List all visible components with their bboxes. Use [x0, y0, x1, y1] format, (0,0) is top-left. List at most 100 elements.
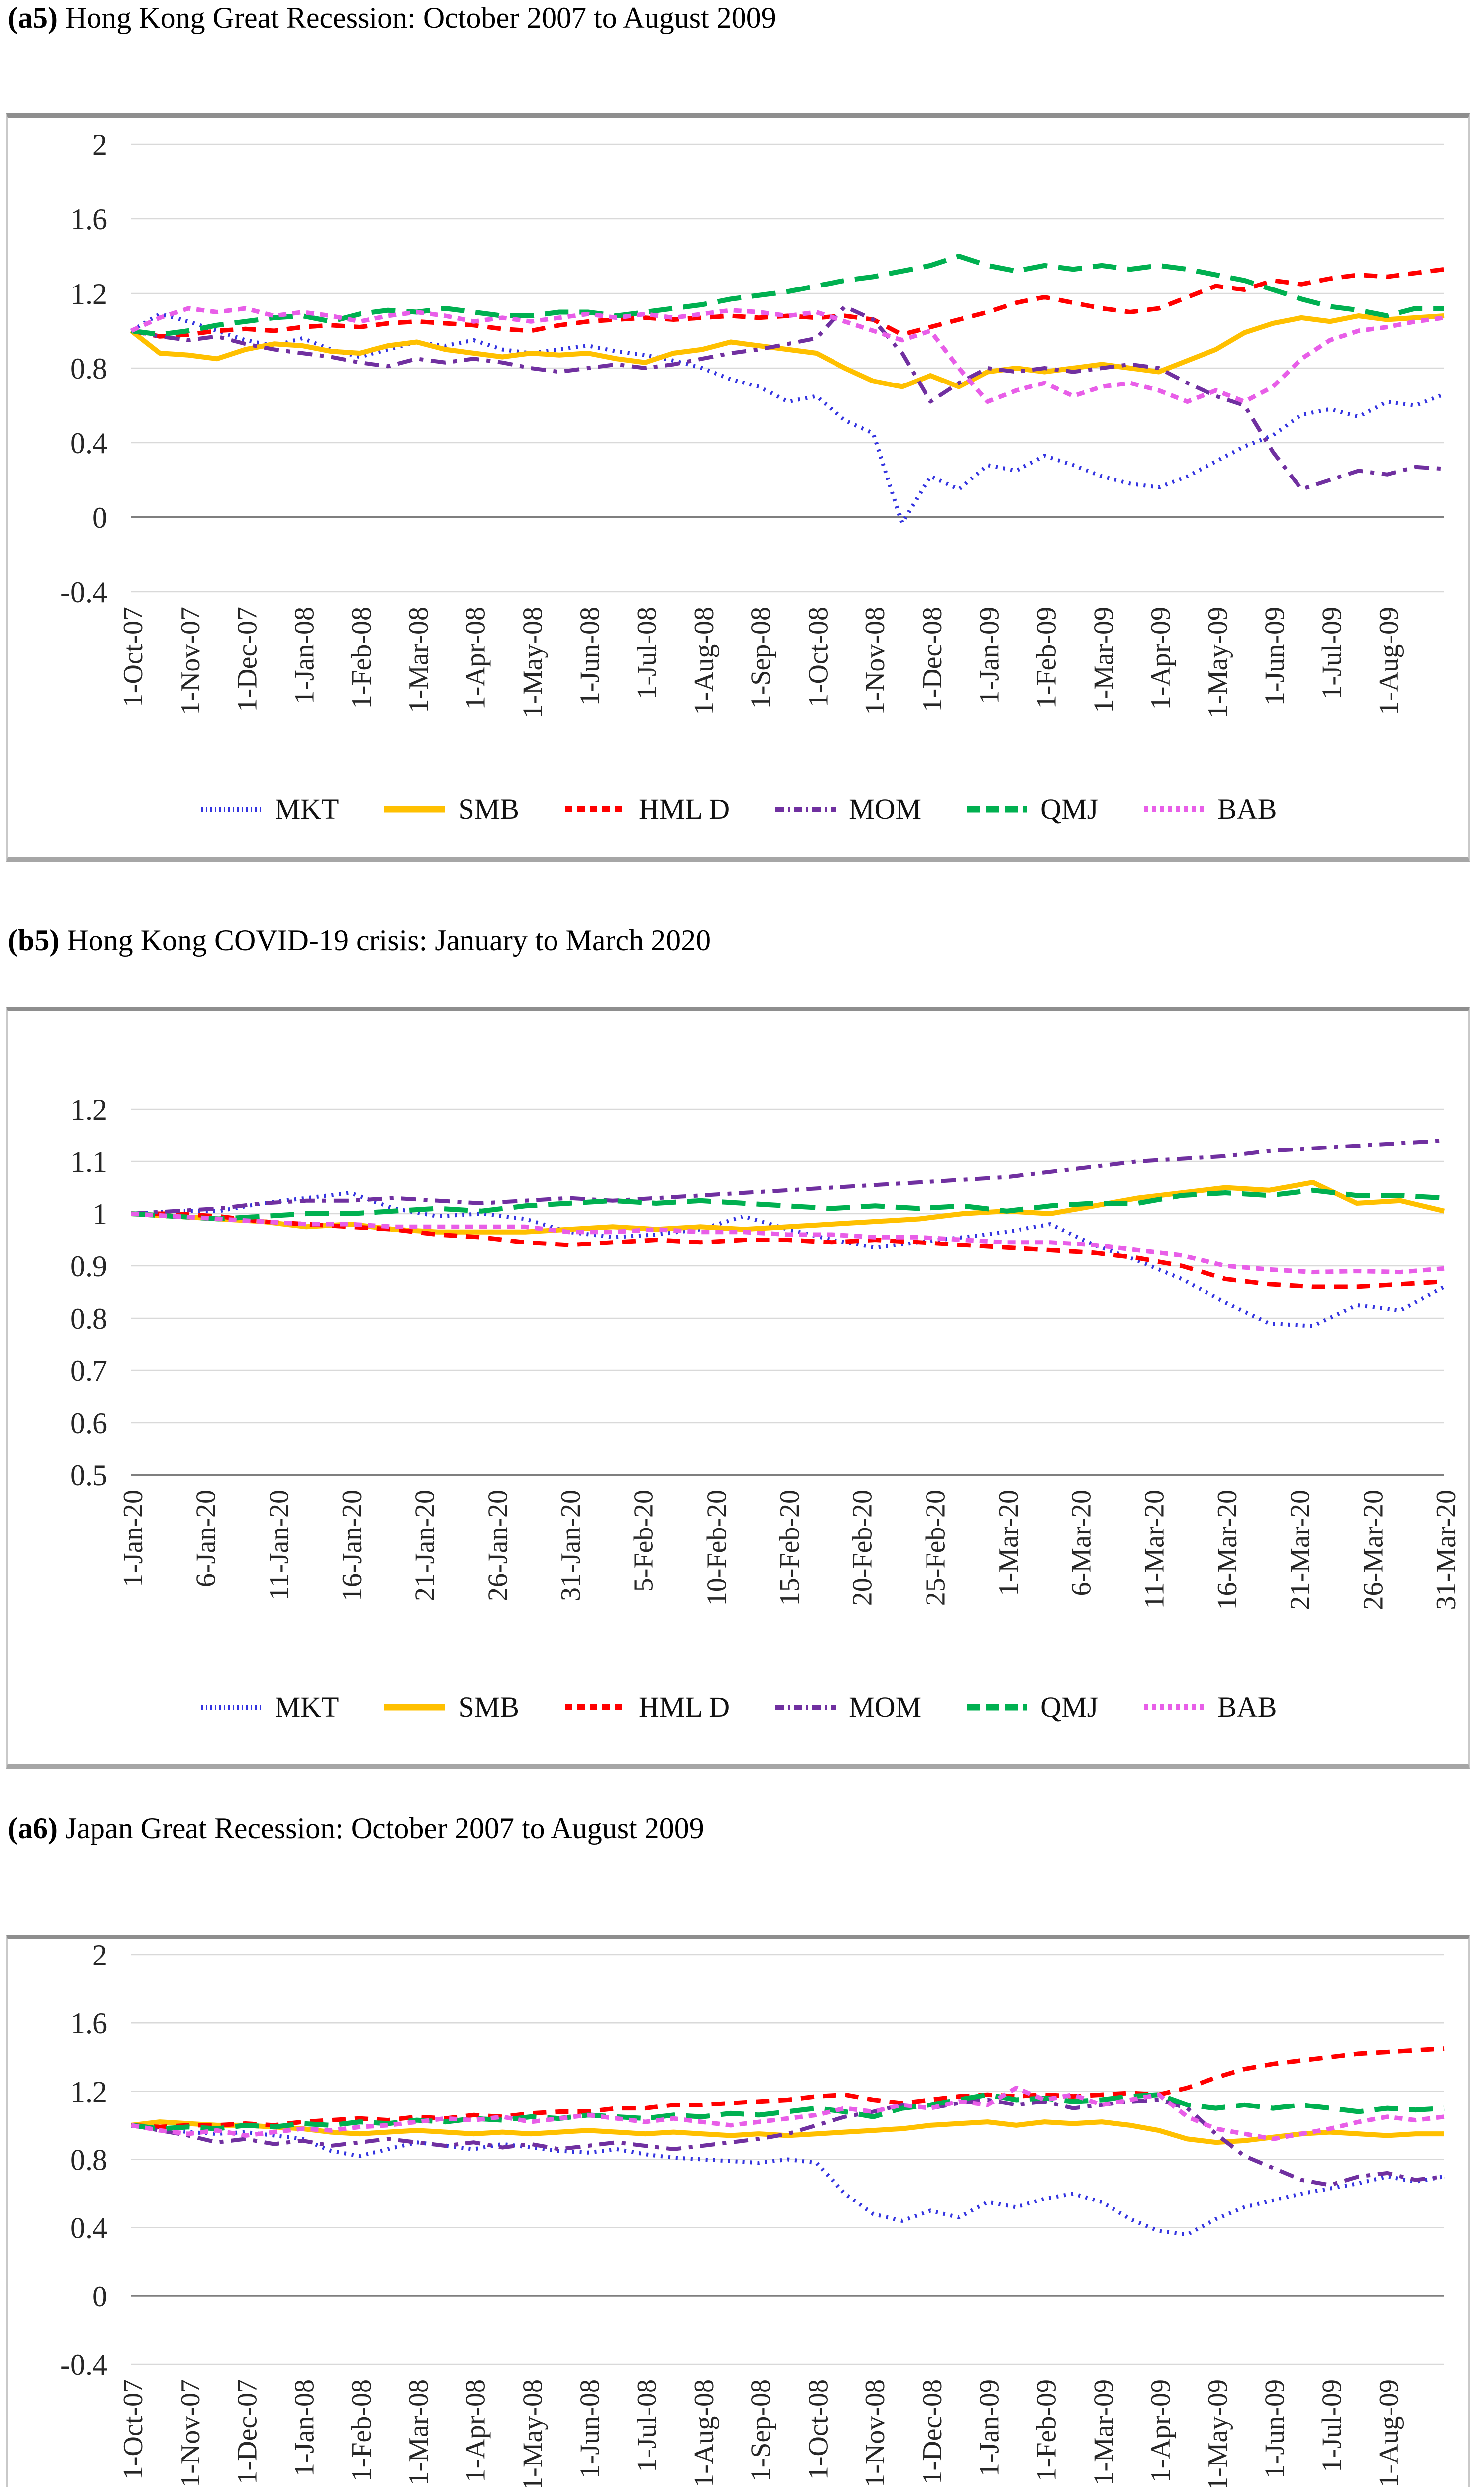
x-tick-label: 1-Aug-08: [689, 607, 720, 715]
caption-a6: (a6) Japan Great Recession: October 2007…: [8, 1812, 704, 1846]
x-tick-label: 26-Jan-20: [482, 1490, 513, 1601]
x-tick-label: 1-Feb-09: [1031, 607, 1062, 709]
series-line-hml-d: [131, 1211, 1445, 1289]
x-tick-label: 1-Nov-07: [175, 2379, 206, 2487]
series-line-mom: [131, 304, 1445, 491]
legend-label-mom: MOM: [849, 793, 922, 825]
legend-item-mkt: MKT: [199, 1690, 339, 1723]
caption-a5: (a5) Hong Kong Great Recession: October …: [8, 1, 776, 35]
chart-b5-legend: MKT SMB HML D MOM QMJ BAB: [8, 1690, 1468, 1723]
series-line-qmj: [131, 254, 1444, 337]
hml-line-sample-icon: [564, 1704, 626, 1710]
series-line-smb: [129, 313, 1445, 389]
y-tick-label: 0.5: [70, 1459, 107, 1492]
x-tick-label: 1-Oct-07: [118, 2379, 149, 2480]
series-line-smb: [131, 1180, 1445, 1235]
x-tick-label: 1-Feb-09: [1031, 2379, 1062, 2481]
legend-label-bab: BAB: [1217, 793, 1277, 825]
x-tick-label: 1-Apr-09: [1145, 2379, 1176, 2482]
x-tick-label: 1-Jul-09: [1316, 607, 1347, 700]
legend-item-mom: MOM: [773, 792, 921, 826]
y-tick-label: 0.4: [70, 2212, 107, 2245]
smb-line-sample-icon: [384, 806, 446, 812]
legend-label-mkt: MKT: [275, 793, 339, 825]
x-tick-label: 31-Jan-20: [556, 1490, 586, 1601]
legend-item-mkt: MKT: [199, 792, 339, 826]
series-line-qmj: [131, 2092, 1445, 2131]
series-line-bab: [131, 2086, 1445, 2141]
x-tick-label: 16-Mar-20: [1212, 1490, 1243, 1610]
y-tick-label: 0.9: [70, 1250, 107, 1283]
x-tick-label: 1-Jun-09: [1260, 2379, 1291, 2478]
y-tick-label: 1.6: [70, 203, 107, 236]
x-tick-label: 21-Jan-20: [410, 1490, 441, 1601]
x-tick-label: 1-Oct-08: [803, 607, 834, 707]
x-tick-label: 1-Dec-08: [917, 2379, 948, 2484]
chart-a5-box: 2 1.6 1.2 0.8 0.4 0 -0.4 1-Oct-07 1-Nov-07 1-Dec-…: [6, 113, 1470, 862]
x-tick-label: 1-Dec-08: [917, 607, 948, 712]
legend-item-smb: SMB: [382, 1690, 519, 1723]
x-tick-label: 1-Dec-07: [232, 2379, 263, 2484]
series-line-qmj: [131, 1187, 1445, 1222]
y-tick-label: 1.2: [70, 278, 107, 310]
x-tick-label: 1-Jul-08: [632, 2379, 662, 2472]
x-tick-label: 16-Jan-20: [337, 1490, 368, 1601]
bab-line-sample-icon: [1144, 806, 1205, 812]
legend-item-mom: MOM: [773, 1690, 921, 1723]
x-tick-label: 5-Feb-20: [629, 1490, 659, 1592]
caption-a6-text: Japan Great Recession: October 2007 to A…: [57, 1812, 704, 1845]
y-tick-label: 0: [93, 501, 107, 534]
x-tick-label: 1-Mar-08: [403, 2379, 434, 2485]
y-tick-label: 0.8: [70, 1302, 107, 1335]
mkt-line-sample-icon: [201, 806, 262, 812]
chart-a5-canvas: 2 1.6 1.2 0.8 0.4 0 -0.4 1-Oct-07 1-Nov-07 1-Dec-…: [60, 128, 1445, 718]
x-tick-label: 6-Jan-20: [191, 1490, 222, 1587]
x-tick-label: 1-Apr-08: [461, 607, 491, 710]
x-tick-label: 1-Feb-08: [346, 2379, 377, 2481]
y-tick-label: 2: [93, 128, 107, 161]
legend-label-mkt: MKT: [275, 1691, 339, 1723]
x-tick-label: 1-Mar-08: [403, 607, 434, 713]
x-tick-label: 1-Mar-09: [1088, 2379, 1119, 2485]
x-tick-label: 1-Oct-08: [803, 2379, 834, 2480]
x-tick-label: 20-Feb-20: [847, 1490, 878, 1606]
y-tick-label: 0.4: [70, 427, 107, 460]
y-tick-label: 0.8: [70, 2144, 107, 2177]
qmj-line-sample-icon: [967, 1704, 1028, 1710]
caption-b5-text: Hong Kong COVID-19 crisis: January to Ma…: [59, 924, 711, 957]
x-tick-label: 1-Jan-08: [289, 607, 320, 704]
x-tick-label: 1-Apr-08: [461, 2379, 491, 2482]
x-tick-label: 1-Mar-09: [1088, 607, 1119, 713]
x-tick-label: 1-Jun-09: [1260, 607, 1291, 706]
y-tick-label: 1.2: [70, 2075, 107, 2108]
legend-label-qmj: QMJ: [1040, 1691, 1099, 1723]
x-tick-label: 11-Jan-20: [264, 1490, 294, 1600]
legend-item-hml: HML D: [563, 1690, 730, 1723]
y-tick-label: 0.8: [70, 352, 107, 385]
y-tick-label: 0: [93, 2280, 107, 2313]
x-tick-label: 1-Oct-07: [118, 607, 149, 707]
x-tick-label: 1-Sep-08: [746, 607, 777, 709]
y-tick-label: -0.4: [60, 2348, 107, 2381]
x-tick-label: 1-May-08: [518, 607, 549, 718]
legend-label-mom: MOM: [849, 1691, 922, 1723]
x-tick-label: 1-May-09: [1203, 2379, 1233, 2487]
x-tick-label: 1-Apr-09: [1145, 607, 1176, 710]
x-tick-label: 21-Mar-20: [1285, 1490, 1316, 1610]
caption-b5-label: (b5): [8, 924, 60, 957]
x-tick-label: 1-Jan-08: [289, 2379, 320, 2477]
x-tick-label: 1-Nov-07: [175, 607, 206, 715]
x-tick-label: 1-Aug-09: [1374, 607, 1404, 715]
mom-line-sample-icon: [775, 806, 836, 812]
x-tick-label: 1-Aug-09: [1374, 2379, 1404, 2487]
series-line-bab: [131, 1211, 1445, 1275]
y-tick-label: 1: [93, 1198, 107, 1231]
series-line-bab: [130, 306, 1445, 404]
legend-label-hml: HML D: [638, 1691, 730, 1723]
x-tick-label: 6-Mar-20: [1066, 1490, 1097, 1596]
legend-item-qmj: QMJ: [965, 792, 1098, 826]
x-tick-label: 1-Sep-08: [746, 2379, 777, 2481]
legend-label-hml: HML D: [638, 793, 730, 825]
legend-label-smb: SMB: [458, 793, 519, 825]
y-tick-label: -0.4: [60, 576, 107, 609]
